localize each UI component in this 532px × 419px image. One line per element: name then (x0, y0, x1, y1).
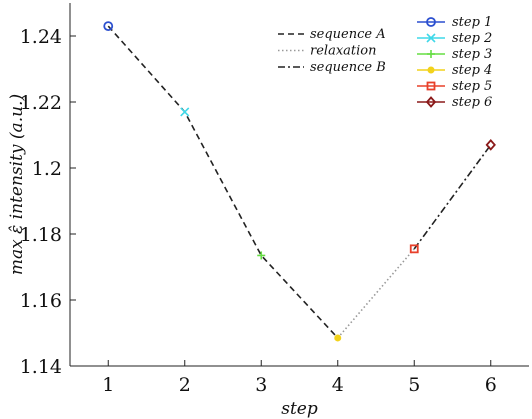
legend-step-label: step 1 (452, 15, 492, 30)
data-point (180, 107, 190, 117)
x-tick-label: 3 (255, 374, 267, 396)
legend-step-label: step 2 (452, 31, 492, 46)
y-axis-label: max ε̂ intensity (a.u.) (7, 94, 27, 275)
legend-step-label: step 4 (452, 63, 492, 78)
x-tick-label: 4 (332, 374, 344, 396)
legend-step-label: step 5 (452, 79, 492, 94)
x-axis-label: step (281, 399, 318, 419)
data-point (485, 139, 496, 151)
y-tick-label: 1.22 (20, 92, 62, 114)
legend-step-label: step 3 (452, 47, 492, 62)
legend-line-label: sequence B (310, 60, 386, 75)
legend-line-label: relaxation (310, 44, 376, 59)
data-point (334, 334, 342, 342)
data-points (103, 21, 496, 342)
legend-step-marker (426, 33, 436, 43)
y-tick-label: 1.2 (32, 158, 62, 180)
data-point (257, 251, 266, 260)
y-tick-label: 1.24 (20, 26, 62, 48)
x-tick-label: 6 (485, 374, 497, 396)
series-line (413, 144, 492, 250)
legend-step-label: step 6 (452, 95, 492, 110)
series-lines (107, 25, 492, 339)
legend-step-marker (425, 96, 437, 108)
legend-step-marker (427, 50, 435, 58)
y-tick-label: 1.18 (20, 224, 62, 246)
y-tick-label: 1.14 (20, 356, 62, 378)
y-tick-label: 1.16 (20, 290, 62, 312)
legend-line-label: sequence A (310, 27, 386, 42)
series-line (337, 248, 415, 339)
x-tick-label: 1 (102, 374, 114, 396)
legend-step-marker (426, 17, 436, 27)
x-tick-label: 5 (408, 374, 420, 396)
data-point (103, 21, 114, 32)
x-tick-label: 2 (179, 374, 191, 396)
data-point (409, 244, 419, 254)
series-line (107, 25, 339, 339)
axes: 1 2 3 4 5 6 1.14 1.16 1.18 1.2 1.22 1.24 (20, 3, 529, 396)
legend-step-marker (426, 81, 436, 91)
legend-step-marker (427, 66, 435, 74)
